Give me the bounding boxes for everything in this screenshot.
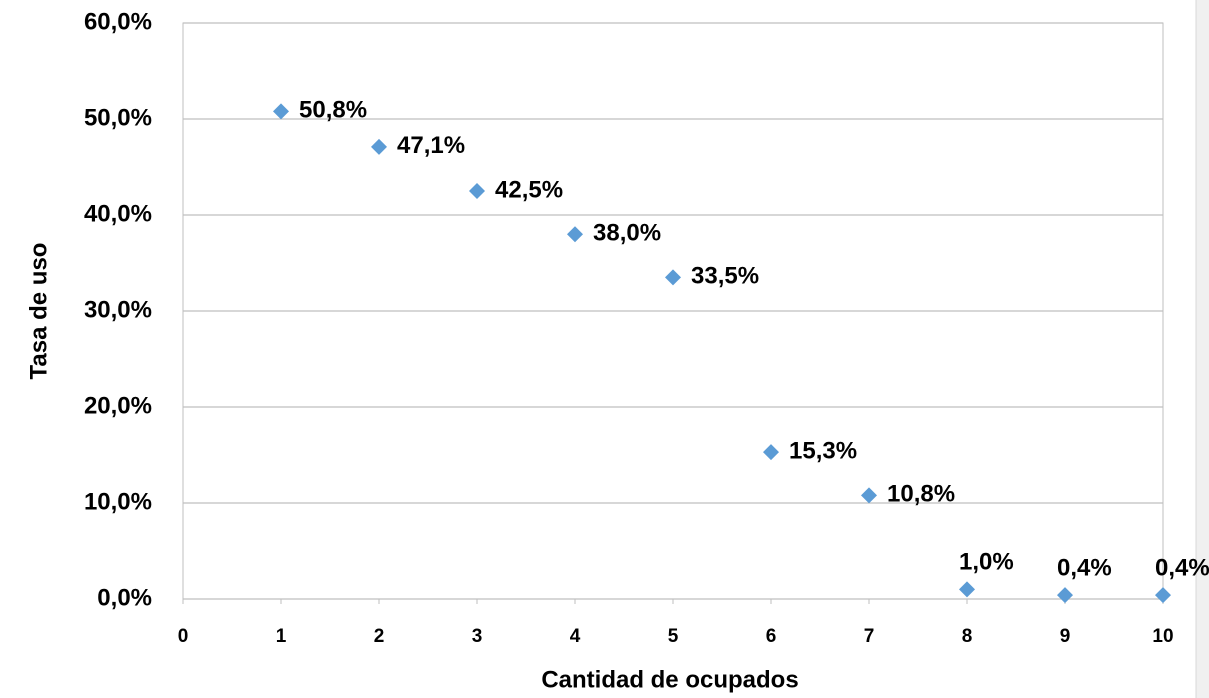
x-tick-label: 9 [1060, 626, 1071, 647]
data-label: 10,8% [887, 481, 955, 508]
y-tick-label: 10,0% [84, 488, 152, 515]
y-axis-title: Tasa de uso [25, 243, 52, 380]
data-label: 38,0% [593, 220, 661, 247]
data-label: 0,4% [1057, 555, 1112, 582]
data-label: 15,3% [789, 437, 857, 464]
x-tick-label: 8 [962, 626, 973, 647]
marker [567, 226, 583, 243]
y-tick-label: 60,0% [84, 8, 152, 35]
x-tick-label: 3 [472, 626, 483, 647]
data-label: 47,1% [397, 132, 465, 159]
y-tick-label: 20,0% [84, 392, 152, 419]
x-tick-label: 6 [766, 626, 777, 647]
x-tick-label: 0 [178, 626, 189, 647]
marker [273, 103, 289, 120]
x-tick-label: 10 [1152, 626, 1173, 647]
y-tick-label: 0,0% [97, 584, 152, 611]
marker [1057, 587, 1073, 604]
marker [1155, 587, 1171, 604]
y-tick-label: 30,0% [84, 296, 152, 323]
x-tick-label: 5 [668, 626, 679, 647]
x-axis-title: Cantidad de ocupados [541, 666, 798, 693]
marker [763, 444, 779, 461]
data-label: 42,5% [495, 176, 563, 203]
x-tick-label: 4 [570, 626, 581, 647]
x-tick-label: 7 [864, 626, 875, 647]
y-tick-label: 40,0% [84, 200, 152, 227]
marker [371, 138, 387, 155]
marker [469, 183, 485, 199]
marker [665, 269, 681, 286]
data-label: 50,8% [299, 97, 367, 124]
y-tick-label: 50,0% [84, 104, 152, 131]
marker [959, 581, 975, 598]
marker [861, 487, 877, 504]
x-tick-label: 1 [276, 626, 287, 647]
data-label: 33,5% [691, 263, 759, 290]
x-tick-label: 2 [374, 626, 385, 647]
scrollbar [1196, 0, 1209, 698]
data-label: 1,0% [959, 549, 1014, 576]
data-label: 0,4% [1155, 555, 1209, 582]
